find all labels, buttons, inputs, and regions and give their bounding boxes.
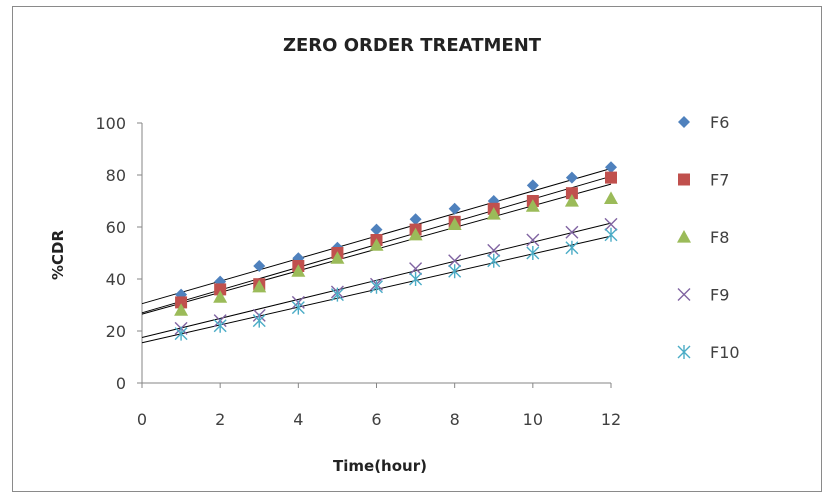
- data-point-f10: [330, 287, 344, 302]
- data-point-f9: [565, 225, 579, 239]
- x-tick-label: 6: [371, 410, 381, 429]
- data-point-f8: [486, 207, 501, 220]
- x-tick-label: 12: [601, 410, 621, 429]
- data-point-f10: [174, 326, 188, 341]
- legend-marker-f7: [678, 173, 690, 186]
- legend-label-f6: F6: [710, 113, 729, 132]
- data-point-f9: [604, 217, 618, 231]
- data-point-f10: [604, 227, 618, 242]
- data-point-f8: [213, 290, 228, 303]
- y-axis-title: %CDR: [49, 230, 67, 280]
- data-point-f10: [213, 318, 227, 333]
- legend-marker-f10: [677, 345, 691, 359]
- data-point-f6: [253, 260, 266, 272]
- legend-marker-f9: [677, 288, 691, 301]
- data-point-f8: [525, 199, 540, 212]
- axes: 0 20 40 60 80 100 0 2 4 6 8 10 12: [95, 114, 621, 429]
- legend-label-f10: F10: [710, 343, 740, 362]
- x-tick-label: 4: [293, 410, 303, 429]
- legend-marker-f6: [678, 116, 690, 128]
- data-point-f10: [448, 264, 462, 279]
- data-point-f10: [526, 246, 540, 260]
- legend-marker-f8: [677, 230, 691, 243]
- x-tick-label: 0: [137, 410, 147, 429]
- data-point-f8: [174, 303, 189, 316]
- legend-label-f9: F9: [710, 286, 729, 305]
- data-point-f9: [487, 243, 501, 257]
- y-tick-label: 80: [106, 166, 126, 185]
- chart-frame: [12, 6, 822, 492]
- legend-label-f8: F8: [710, 228, 729, 247]
- x-tick-label: 8: [450, 410, 460, 429]
- legend: F6 F7 F8 F9 F10: [677, 113, 740, 362]
- data-point-f10: [291, 300, 305, 315]
- data-point-f10: [487, 253, 501, 268]
- data-point-f10: [370, 279, 383, 294]
- data-point-f6: [448, 202, 461, 215]
- x-tick-label: 10: [523, 410, 543, 429]
- data-point-f10: [565, 240, 579, 255]
- data-point-f8: [291, 264, 306, 277]
- data-point-f7: [605, 171, 617, 184]
- data-point-f9: [409, 262, 423, 276]
- y-tick-label: 40: [106, 270, 126, 289]
- data-point-f8: [447, 217, 462, 230]
- data-point-f9: [526, 233, 540, 247]
- x-axis-title: Time(hour): [333, 457, 427, 475]
- data-point-f10: [252, 313, 266, 328]
- data-point-f7: [214, 283, 227, 296]
- y-tick-label: 20: [106, 322, 126, 341]
- legend-label-f7: F7: [710, 171, 729, 190]
- data-point-f10: [409, 272, 423, 286]
- data-point-f8: [252, 279, 267, 293]
- data-markers: [174, 161, 618, 341]
- data-point-f8: [564, 194, 579, 207]
- data-point-f8: [369, 238, 384, 251]
- data-point-f6: [526, 179, 539, 192]
- data-point-f8: [408, 227, 423, 241]
- chart-title: ZERO ORDER TREATMENT: [283, 35, 542, 56]
- x-tick-label: 2: [215, 410, 225, 429]
- data-point-f6: [370, 223, 383, 236]
- y-tick-label: 0: [116, 374, 126, 393]
- data-point-f8: [330, 251, 345, 264]
- data-point-f8: [604, 191, 618, 204]
- data-point-f7: [175, 296, 188, 309]
- y-tick-label: 100: [95, 114, 126, 133]
- trendlines: [141, 168, 612, 344]
- data-point-f6: [605, 161, 617, 174]
- data-point-f6: [409, 213, 422, 226]
- y-tick-label: 60: [106, 218, 126, 237]
- data-point-f6: [565, 171, 578, 184]
- data-point-f7: [565, 187, 578, 200]
- data-point-f9: [448, 254, 462, 268]
